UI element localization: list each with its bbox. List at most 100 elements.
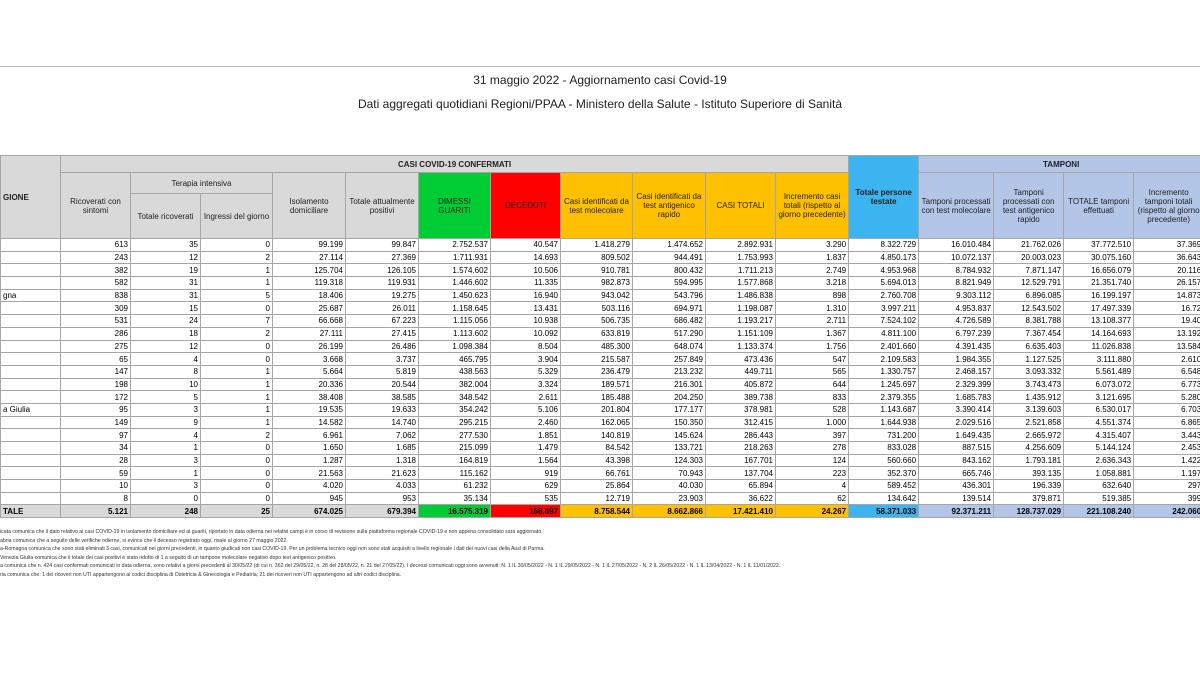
value-cell: 1.474.652 bbox=[632, 238, 706, 252]
value-cell: 1.287 bbox=[272, 453, 346, 468]
value-cell: 19.535 bbox=[272, 402, 346, 417]
value-cell: 2.329.399 bbox=[918, 377, 995, 392]
value-cell: 21.563 bbox=[272, 466, 346, 481]
value-cell: 147 bbox=[60, 364, 131, 379]
value-cell: 6.073.072 bbox=[1063, 377, 1135, 392]
value-cell: 8.758.544 bbox=[560, 504, 633, 519]
table-row: 65 4 0 3.668 3.737 465.795 3.904 215.587 257.849… bbox=[0, 352, 1200, 366]
value-cell: 196.339 bbox=[993, 479, 1065, 493]
value-cell: 4.953.837 bbox=[918, 301, 995, 316]
value-cell: 648.074 bbox=[632, 339, 706, 354]
column-header: Incremento casi totali (rispetto al gior… bbox=[774, 172, 850, 239]
value-cell: 145.624 bbox=[632, 428, 706, 442]
value-cell: 15 bbox=[130, 301, 201, 316]
value-cell: 28 bbox=[60, 453, 131, 468]
value-cell: 1.685 bbox=[345, 441, 419, 455]
value-cell: 3.668 bbox=[272, 352, 346, 366]
value-cell: 5.280 bbox=[1133, 390, 1200, 404]
value-cell: 3.904 bbox=[490, 352, 561, 366]
value-cell: 6.797.239 bbox=[918, 326, 995, 341]
value-cell: 12.719 bbox=[560, 491, 633, 506]
table-row: 97 4 2 6.961 7.062 277.530 1.851 140.819 145.624… bbox=[0, 428, 1200, 442]
value-cell: 19 bbox=[130, 263, 201, 278]
value-cell: 16.199.197 bbox=[1063, 288, 1135, 303]
note: abria comunica che a seguito delle verif… bbox=[0, 537, 288, 544]
column-header: TOTALE tamponi effettuati bbox=[1063, 172, 1135, 239]
column-header: Totale ricoverati bbox=[130, 193, 201, 239]
value-cell: 8.504 bbox=[490, 339, 561, 354]
value-cell: 2.029.516 bbox=[918, 415, 995, 430]
table-row: 172 5 1 38.408 38.585 348.542 2.611 185.488 204.… bbox=[0, 390, 1200, 404]
value-cell: 119.931 bbox=[345, 276, 419, 290]
region-cell bbox=[0, 339, 61, 354]
value-cell: 485.300 bbox=[560, 339, 633, 354]
table-row: 613 35 0 99.199 99.847 2.752.537 40.547 1.418.2… bbox=[0, 238, 1200, 252]
table-row: 198 10 1 20.336 20.544 382.004 3.324 189.571 216… bbox=[0, 377, 1200, 392]
table-row: 582 31 1 119.318 119.931 1.446.602 11.335 982.8… bbox=[0, 276, 1200, 290]
value-cell: 629 bbox=[490, 479, 561, 493]
group-header: TAMPONI bbox=[918, 155, 1200, 173]
region-cell: gna bbox=[0, 288, 61, 303]
value-cell: 27.369 bbox=[345, 250, 419, 265]
value-cell: 21.623 bbox=[345, 466, 419, 481]
value-cell: 162.065 bbox=[560, 415, 633, 430]
value-cell: 198 bbox=[60, 377, 131, 392]
value-cell: 6.530.017 bbox=[1063, 402, 1135, 417]
value-cell: 694.971 bbox=[632, 301, 706, 316]
value-cell: 8.784.932 bbox=[918, 263, 995, 278]
value-cell: 3.139.603 bbox=[993, 402, 1065, 417]
value-cell: 449.711 bbox=[705, 364, 776, 379]
table-row: 243 12 2 27.114 27.369 1.711.931 14.693 809.502… bbox=[0, 250, 1200, 265]
value-cell: 10 bbox=[60, 479, 131, 493]
value-cell: 0 bbox=[200, 441, 273, 455]
column-header: DIMESSI GUARITI bbox=[418, 172, 491, 239]
value-cell: 0 bbox=[200, 238, 273, 252]
value-cell: 3.093.332 bbox=[993, 364, 1065, 379]
value-cell: 215.099 bbox=[418, 441, 491, 455]
value-cell: 5.121 bbox=[60, 504, 131, 519]
value-cell: 14.740 bbox=[345, 415, 419, 430]
value-cell: 4.391.435 bbox=[918, 339, 995, 354]
value-cell: 378.981 bbox=[705, 402, 776, 417]
value-cell: 517.290 bbox=[632, 326, 706, 341]
value-cell: 3.997.211 bbox=[848, 301, 920, 316]
value-cell: 5 bbox=[130, 390, 201, 404]
region-cell bbox=[0, 453, 61, 468]
value-cell: 16.940 bbox=[490, 288, 561, 303]
column-header: DECEDUTI bbox=[490, 172, 561, 239]
column-header: Casi identificati da test molecolare bbox=[560, 172, 633, 239]
value-cell: 1.756 bbox=[774, 339, 850, 354]
value-cell: 1.127.525 bbox=[993, 352, 1065, 366]
value-cell: 1.753.993 bbox=[705, 250, 776, 265]
value-cell: 277.530 bbox=[418, 428, 491, 442]
top-rule bbox=[0, 66, 1200, 67]
value-cell: 1.422 bbox=[1133, 453, 1200, 468]
value-cell: 4.953.968 bbox=[848, 263, 920, 278]
value-cell: 20.003.023 bbox=[993, 250, 1065, 265]
value-cell: 809.502 bbox=[560, 250, 633, 265]
value-cell: 1.418.279 bbox=[560, 238, 633, 252]
value-cell: 17.497.339 bbox=[1063, 301, 1135, 316]
region-cell bbox=[0, 263, 61, 278]
value-cell: 1.058.881 bbox=[1063, 466, 1135, 481]
value-cell: 2.610 bbox=[1133, 352, 1200, 366]
value-cell: 1.486.838 bbox=[705, 288, 776, 303]
value-cell: 7.367.454 bbox=[993, 326, 1065, 341]
value-cell: 218.263 bbox=[705, 441, 776, 455]
value-cell: 1.158.645 bbox=[418, 301, 491, 316]
value-cell: 185.488 bbox=[560, 390, 633, 404]
subtitle: Dati aggregati quotidiani Regioni/PPAA -… bbox=[357, 97, 843, 111]
value-cell: 0 bbox=[200, 491, 273, 506]
value-cell: 3.390.414 bbox=[918, 402, 995, 417]
value-cell: 2.749 bbox=[774, 263, 850, 278]
table-wrap: GIONE CASI COVID-19 CONFERMATI Totale pe… bbox=[0, 155, 1200, 519]
value-cell: 613 bbox=[60, 238, 131, 252]
value-cell: 528 bbox=[774, 402, 850, 417]
value-cell: 2 bbox=[200, 250, 273, 265]
value-cell: 465.795 bbox=[418, 352, 491, 366]
value-cell: 910.781 bbox=[560, 263, 633, 278]
value-cell: 1.711.931 bbox=[418, 250, 491, 265]
column-header: Tamponi processati con test molecolare bbox=[918, 172, 995, 239]
value-cell: 20.336 bbox=[272, 377, 346, 392]
value-cell: 565 bbox=[774, 364, 850, 379]
